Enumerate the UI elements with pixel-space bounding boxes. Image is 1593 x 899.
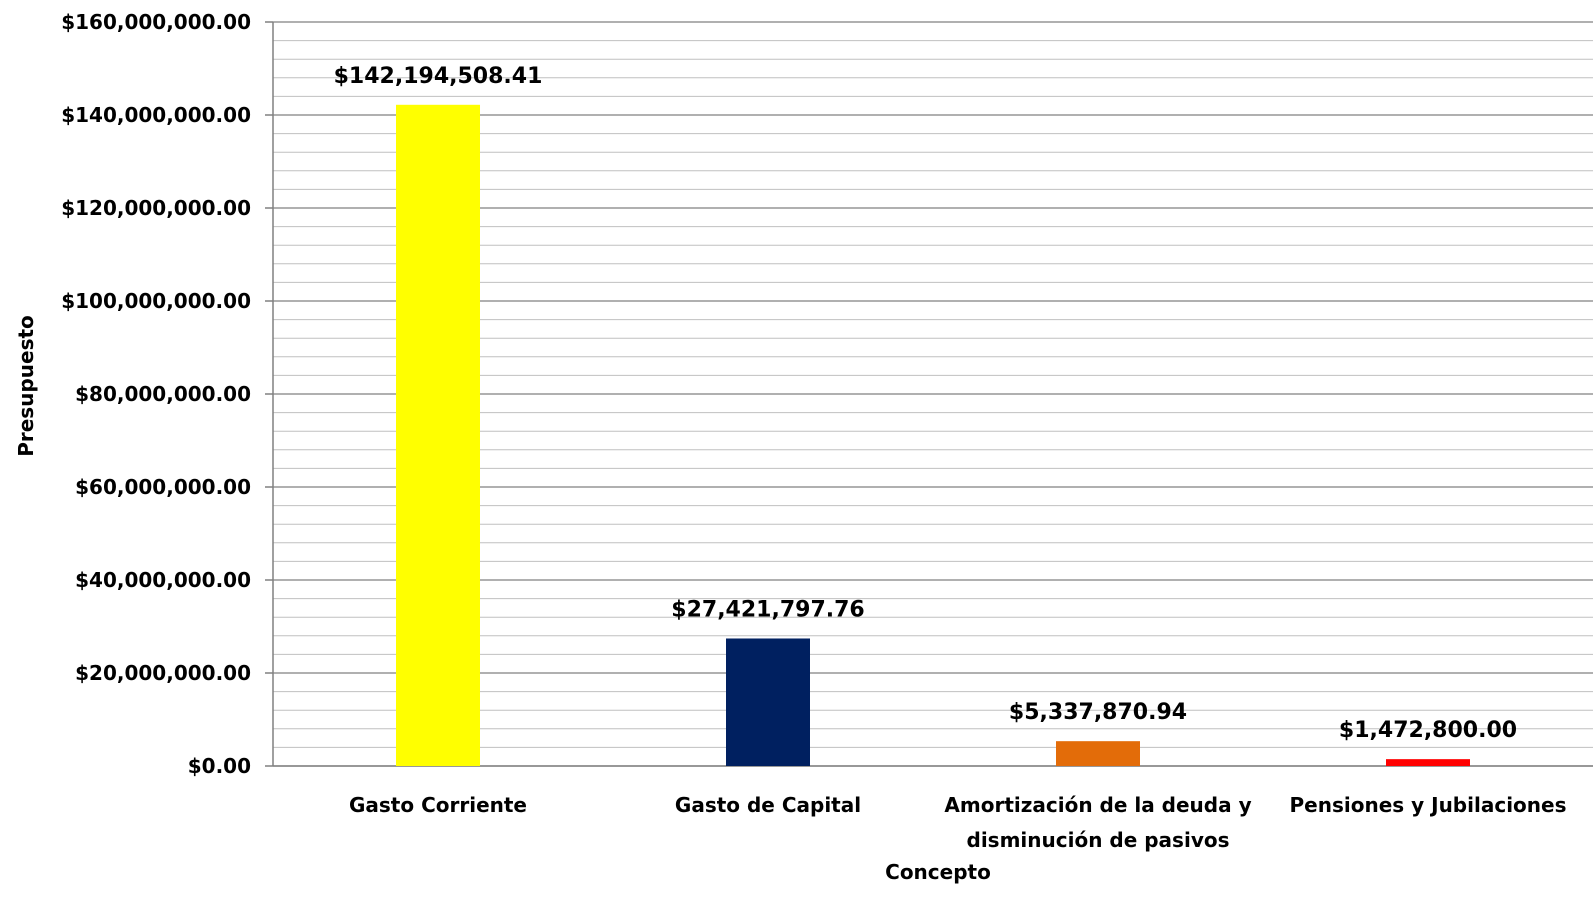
bar xyxy=(1386,759,1470,766)
category-label: Amortización de la deuda y xyxy=(944,793,1251,817)
data-label: $142,194,508.41 xyxy=(334,64,543,89)
category-label: disminución de pasivos xyxy=(967,828,1230,852)
category-label: Gasto Corriente xyxy=(349,793,527,817)
y-tick-label: $40,000,000.00 xyxy=(75,568,251,592)
data-label: $27,421,797.76 xyxy=(671,597,864,622)
y-tick-label: $80,000,000.00 xyxy=(75,382,251,406)
bar xyxy=(726,638,810,766)
bar xyxy=(396,104,480,766)
y-tick-label: $160,000,000.00 xyxy=(61,10,251,34)
y-axis-title: Presupuesto xyxy=(14,315,38,457)
category-label: Pensiones y Jubilaciones xyxy=(1290,793,1567,817)
x-axis-title: Concepto xyxy=(885,860,991,884)
y-tick-label: $100,000,000.00 xyxy=(61,289,251,313)
y-tick-label: $20,000,000.00 xyxy=(75,661,251,685)
y-tick-label: $120,000,000.00 xyxy=(61,196,251,220)
category-label: Gasto de Capital xyxy=(675,793,861,817)
data-label: $5,337,870.94 xyxy=(1009,700,1187,725)
axes xyxy=(265,21,1593,767)
y-tick-label: $140,000,000.00 xyxy=(61,103,251,127)
y-tick-label: $60,000,000.00 xyxy=(75,475,251,499)
y-tick-label: $0.00 xyxy=(188,754,251,778)
bars xyxy=(396,104,1470,766)
bar xyxy=(1056,741,1140,766)
gridlines xyxy=(273,21,1593,767)
labels: $0.00 $20,000,000.00 $40,000,000.00 $60,000… xyxy=(61,10,1566,852)
data-label: $1,472,800.00 xyxy=(1339,718,1517,743)
